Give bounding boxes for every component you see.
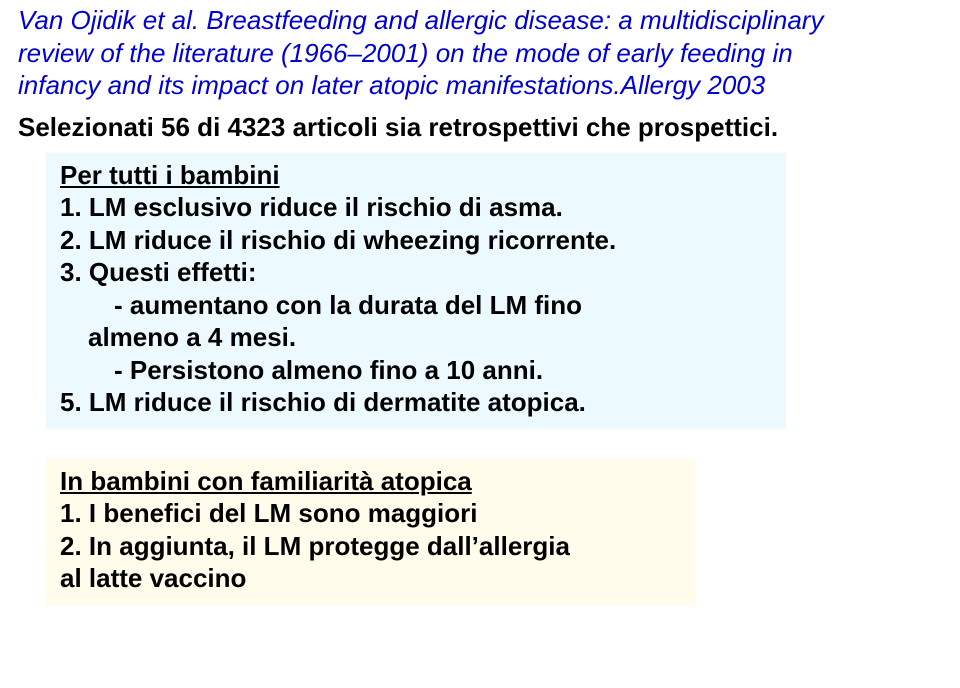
box1-item3a-cont: almeno a 4 mesi. — [60, 321, 772, 354]
box1-item3b: - Persistono almeno fino a 10 anni. — [60, 354, 772, 387]
box1-item5: 5. LM riduce il rischio di dermatite ato… — [60, 386, 772, 419]
citation-journal: Allergy 2003 — [621, 70, 766, 100]
slide: Van Ojidik et al. Breastfeeding and alle… — [0, 0, 960, 688]
box2-heading: In bambini con familiarità atopica — [60, 465, 682, 498]
box-all-children: Per tutti i bambini 1. LM esclusivo ridu… — [46, 153, 786, 429]
box1-item3a: - aumentano con la durata del LM fino — [60, 289, 772, 322]
box2-item2a: 2. In aggiunta, il LM protegge dall’alle… — [60, 530, 682, 563]
box1-item1: 1. LM esclusivo riduce il rischio di asm… — [60, 191, 772, 224]
box1-item3: 3. Questi effetti: — [60, 256, 772, 289]
box2-item2b: al latte vaccino — [60, 562, 682, 595]
citation-authors: Van Ojidik et al. — [18, 5, 199, 35]
selection-line: Selezionati 56 di 4323 articoli sia retr… — [18, 112, 942, 143]
box-atopic-family: In bambini con familiarità atopica 1. I … — [46, 459, 696, 605]
box1-heading: Per tutti i bambini — [60, 159, 772, 192]
box2-item1: 1. I benefici del LM sono maggiori — [60, 497, 682, 530]
citation-block: Van Ojidik et al. Breastfeeding and alle… — [18, 4, 942, 102]
citation-title-line3: infancy and its impact on later atopic m… — [18, 70, 621, 100]
citation-title-line1: Breastfeeding and allergic disease: a mu… — [206, 5, 823, 35]
box1-item2: 2. LM riduce il rischio di wheezing rico… — [60, 224, 772, 257]
citation-title-line2: review of the literature (1966–2001) on … — [18, 38, 793, 68]
